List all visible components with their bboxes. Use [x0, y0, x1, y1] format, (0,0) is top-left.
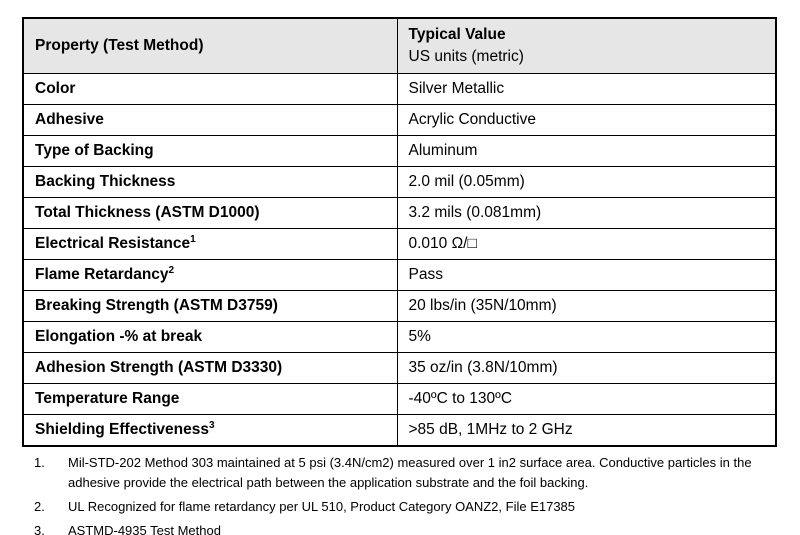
property-value-cell: Pass: [396, 259, 777, 291]
properties-table: Property (Test Method) Typical Value US …: [22, 17, 777, 447]
property-value-cell: 2.0 mil (0.05mm): [396, 166, 777, 198]
table-row: Shielding Effectiveness3 >85 dB, 1MHz to…: [22, 414, 777, 447]
footnote-number: 1.: [34, 455, 45, 470]
footnotes-list: 1. Mil-STD-202 Method 303 maintained at …: [22, 453, 778, 535]
table-row: Adhesive Acrylic Conductive: [22, 104, 777, 136]
property-name: Color: [35, 80, 76, 97]
property-name: Flame Retardancy: [35, 266, 169, 283]
property-name: Type of Backing: [35, 142, 154, 159]
property-name-cell: Temperature Range: [22, 383, 398, 415]
property-value-cell: 5%: [396, 321, 777, 353]
property-value-cell: Aluminum: [396, 135, 777, 167]
table-row: Backing Thickness 2.0 mil (0.05mm): [22, 166, 777, 198]
property-name-cell: Shielding Effectiveness3: [22, 414, 398, 447]
property-name-cell: Flame Retardancy2: [22, 259, 398, 291]
footnote-reference: 2: [168, 264, 175, 276]
footnote-number: 2.: [34, 499, 45, 514]
property-value-cell: >85 dB, 1MHz to 2 GHz: [396, 414, 777, 447]
table-row: Flame Retardancy2 Pass: [22, 259, 777, 291]
property-name-cell: Backing Thickness: [22, 166, 398, 198]
header-typical-value-label: Typical Value: [408, 26, 506, 43]
footnote-text: UL Recognized for flame retardancy per U…: [68, 499, 576, 514]
table-row: Type of Backing Aluminum: [22, 135, 777, 167]
property-name: Breaking Strength (ASTM D3759): [35, 297, 278, 314]
property-name-cell: Adhesive: [22, 104, 398, 136]
properties-table-container: Property (Test Method) Typical Value US …: [22, 17, 777, 447]
header-property-column: Property (Test Method): [22, 17, 398, 74]
property-name: Electrical Resistance: [35, 235, 191, 252]
table-row: Electrical Resistance1 0.010 Ω/□: [22, 228, 777, 260]
table-body: Color Silver Metallic Adhesive Acrylic C…: [22, 73, 777, 447]
footnote-reference: 3: [209, 419, 215, 431]
footnote-number: 3.: [34, 523, 45, 535]
property-value-cell: Acrylic Conductive: [396, 104, 777, 136]
property-name: Adhesive: [35, 111, 104, 128]
property-name-cell: Total Thickness (ASTM D1000): [22, 197, 398, 229]
footnote-text: Mil-STD-202 Method 303 maintained at 5 p…: [68, 455, 752, 490]
property-value-cell: Silver Metallic: [396, 73, 777, 105]
property-name-cell: Electrical Resistance1: [22, 228, 398, 260]
footnote-text: ASTMD-4935 Test Method: [68, 523, 221, 535]
footnote-reference: 1: [190, 233, 196, 245]
table-row: Total Thickness (ASTM D1000) 3.2 mils (0…: [22, 197, 777, 229]
table-row: Elongation -% at break 5%: [22, 321, 777, 353]
table-row: Color Silver Metallic: [22, 73, 777, 105]
property-name: Temperature Range: [35, 390, 180, 407]
property-name: Shielding Effectiveness: [35, 421, 209, 438]
property-value-cell: 0.010 Ω/□: [396, 228, 777, 260]
property-name: Elongation -% at break: [35, 328, 203, 345]
property-value-cell: 3.2 mils (0.081mm): [396, 197, 777, 229]
footnote-item: 2. UL Recognized for flame retardancy pe…: [22, 497, 778, 517]
property-value-cell: -40ºC to 130ºC: [396, 383, 777, 415]
property-name-cell: Adhesion Strength (ASTM D3330): [22, 352, 398, 384]
property-name-cell: Breaking Strength (ASTM D3759): [22, 290, 398, 322]
table-row: Temperature Range -40ºC to 130ºC: [22, 383, 777, 415]
property-name: Total Thickness (ASTM D1000): [35, 204, 260, 221]
property-name-cell: Elongation -% at break: [22, 321, 398, 353]
header-units-label: US units (metric): [408, 48, 524, 65]
table-row: Adhesion Strength (ASTM D3330) 35 oz/in …: [22, 352, 777, 384]
header-value-column: Typical Value US units (metric): [396, 17, 777, 74]
footnote-item: 1. Mil-STD-202 Method 303 maintained at …: [22, 453, 778, 493]
property-value-cell: 20 lbs/in (35N/10mm): [396, 290, 777, 322]
property-name-cell: Color: [22, 73, 398, 105]
table-row: Breaking Strength (ASTM D3759) 20 lbs/in…: [22, 290, 777, 322]
property-name-cell: Type of Backing: [22, 135, 398, 167]
property-name: Adhesion Strength (ASTM D3330): [35, 359, 283, 376]
property-name: Backing Thickness: [35, 173, 176, 190]
footnote-item: 3. ASTMD-4935 Test Method: [22, 521, 778, 535]
property-value-cell: 35 oz/in (3.8N/10mm): [396, 352, 777, 384]
table-header-row: Property (Test Method) Typical Value US …: [22, 17, 777, 74]
